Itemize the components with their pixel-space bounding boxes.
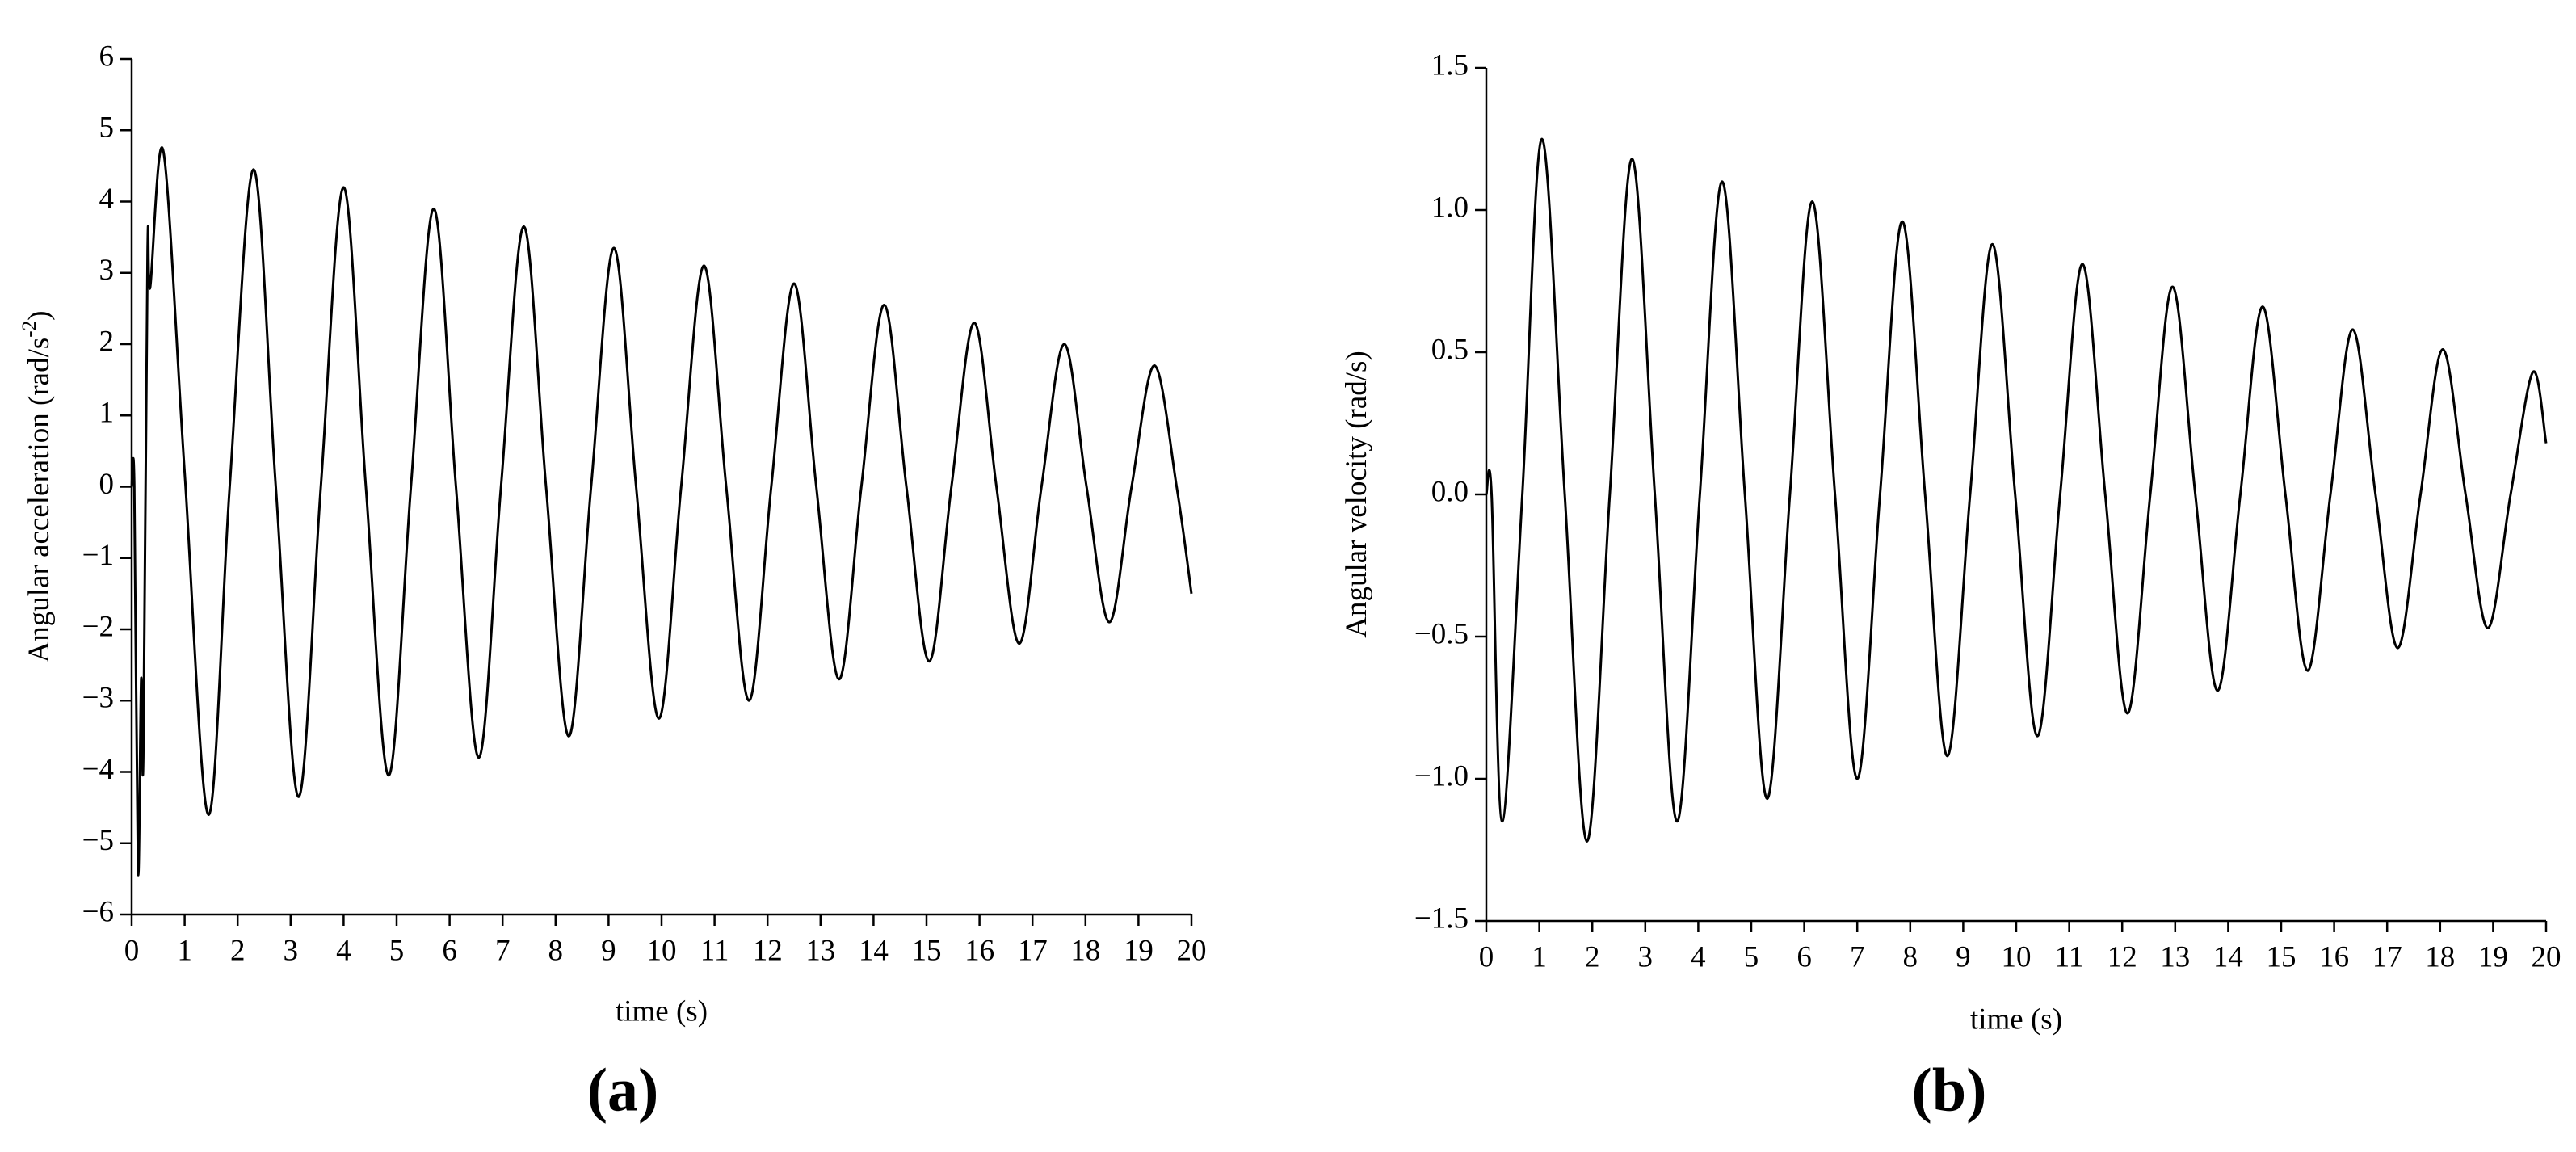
x-tick-label: 1 (177, 934, 192, 967)
data-line (1485, 137, 2548, 843)
caption: (b) (1912, 1056, 1987, 1124)
x-tick-label: 17 (1018, 934, 1048, 967)
y-tick-label: 3 (99, 254, 115, 287)
x-tick-label: 20 (2532, 940, 2561, 973)
y-tick-label: −5 (82, 824, 114, 857)
y-tick-label: 0.5 (1431, 333, 1469, 366)
x-tick-label: 5 (1744, 940, 1759, 973)
x-tick-label: 4 (336, 934, 351, 967)
y-tick-label: 1.0 (1431, 191, 1469, 224)
x-tick-label: 15 (912, 934, 942, 967)
x-tick-label: 9 (601, 934, 616, 967)
y-tick-label: 5 (99, 111, 115, 145)
x-tick-label: 19 (1124, 934, 1154, 967)
y-axis-label-end: ) (23, 311, 56, 321)
x-tick-label: 9 (1956, 940, 1971, 973)
x-axis-label: time (s) (1970, 1003, 2062, 1036)
y-tick-label: 1 (99, 397, 115, 430)
x-tick-label: 6 (1796, 940, 1812, 973)
data-line (130, 146, 1193, 877)
x-tick-label: 13 (805, 934, 835, 967)
x-tick-label: 10 (2002, 940, 2032, 973)
x-tick-label: 13 (2160, 940, 2190, 973)
y-tick-label: 2 (99, 325, 115, 358)
y-tick-label: 4 (99, 183, 115, 216)
x-tick-label: 12 (753, 934, 783, 967)
x-tick-label: 3 (284, 934, 299, 967)
y-tick-label: −4 (82, 753, 114, 786)
y-tick-label: −2 (82, 610, 114, 643)
y-axis-label: Angular velocity (rad/s) (1340, 351, 1373, 638)
x-tick-label: 0 (124, 934, 140, 967)
caption: (a) (587, 1056, 659, 1124)
y-tick-label: 1.5 (1431, 48, 1469, 82)
x-tick-label: 5 (389, 934, 405, 967)
x-tick-label: 1 (1532, 940, 1547, 973)
y-axis-label-sup: -2 (19, 321, 40, 338)
x-tick-label: 10 (647, 934, 677, 967)
x-tick-label: 16 (964, 934, 994, 967)
y-tick-label: −1 (82, 539, 114, 572)
y-tick-label: −1.0 (1414, 759, 1469, 793)
y-tick-label: 0 (99, 468, 115, 501)
x-tick-label: 14 (859, 934, 889, 967)
x-tick-label: 7 (495, 934, 511, 967)
x-tick-label: 19 (2478, 940, 2508, 973)
x-tick-label: 2 (1585, 940, 1600, 973)
y-axis-label-main: Angular acceleration (rad/s (23, 338, 56, 663)
x-tick-label: 8 (548, 934, 564, 967)
y-axis-label: Angular acceleration (rad/s-2) (19, 311, 57, 663)
y-tick-label: 6 (99, 40, 115, 73)
y-tick-label: 0.0 (1431, 475, 1469, 508)
y-tick-label: −0.5 (1414, 617, 1469, 650)
x-tick-label: 20 (1177, 934, 1207, 967)
x-tick-label: 3 (1638, 940, 1654, 973)
x-tick-label: 7 (1850, 940, 1865, 973)
x-tick-label: 4 (1691, 940, 1706, 973)
x-tick-label: 18 (1070, 934, 1100, 967)
y-tick-label: −3 (82, 682, 114, 715)
y-tick-label: −1.5 (1414, 902, 1469, 935)
x-tick-label: 15 (2267, 940, 2297, 973)
y-axis-label-main: Angular velocity (rad/s) (1340, 351, 1373, 638)
x-tick-label: 16 (2319, 940, 2349, 973)
x-tick-label: 6 (442, 934, 457, 967)
x-tick-label: 12 (2107, 940, 2137, 973)
x-tick-label: 18 (2425, 940, 2455, 973)
x-tick-label: 17 (2372, 940, 2402, 973)
x-tick-label: 8 (1903, 940, 1918, 973)
x-tick-label: 14 (2213, 940, 2243, 973)
x-tick-label: 0 (1479, 940, 1494, 973)
x-tick-label: 11 (2055, 940, 2084, 973)
x-axis-label: time (s) (616, 994, 708, 1028)
y-tick-label: −6 (82, 895, 114, 928)
x-tick-label: 2 (230, 934, 246, 967)
x-tick-label: 11 (700, 934, 729, 967)
